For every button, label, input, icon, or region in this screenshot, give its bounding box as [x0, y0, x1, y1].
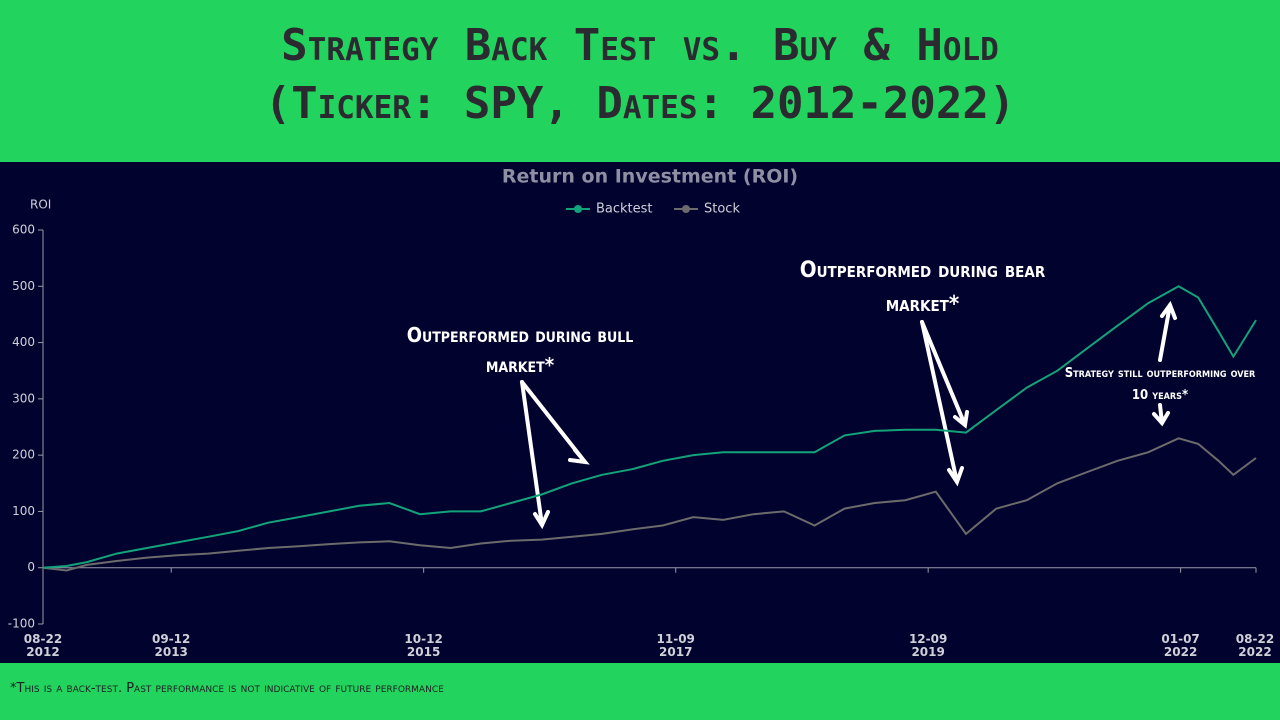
annotation: Strategy still outperforming over 10 yea… [1064, 366, 1256, 403]
chart-title: Return on Investment (ROI) [502, 166, 798, 188]
annotation: Outperformed during bear market* [799, 258, 1046, 317]
x-tick-label: 12-09 2019 [908, 632, 948, 659]
title-line: Strategy Back Test vs. Buy & Hold [281, 20, 999, 71]
annotation: Outperformed during bull market* [406, 323, 634, 377]
header: Strategy Back Test vs. Buy & Hold (Ticke… [0, 0, 1280, 162]
series-line [42, 285, 1257, 569]
legend-label: Backtest [596, 202, 653, 217]
x-tick-label: 01-07 2022 [1161, 632, 1200, 659]
legend-label: Stock [704, 202, 740, 217]
x-tick-label: 10-12 2015 [404, 632, 443, 659]
y-tick-label: 200 [12, 448, 35, 462]
arrows [520, 300, 1177, 530]
x-tick-label: 09-12 2013 [152, 632, 191, 659]
y-tick-label: 400 [12, 335, 35, 349]
x-tick-label: 08-22 2022 [1235, 632, 1275, 659]
y-tick-label: 300 [12, 391, 35, 405]
y-axis-label: ROI [30, 198, 51, 212]
footer-note: *This is a back-test. Past performance i… [0, 663, 1280, 720]
y-tick-label: 600 [12, 223, 35, 237]
legend-marker [682, 205, 690, 213]
title-line: (Ticker: SPY, Dates: 2012-2022) [264, 78, 1016, 129]
x-tick-label: 08-22 2012 [23, 632, 63, 659]
legend-marker [574, 205, 582, 213]
y-tick-label: 500 [12, 279, 35, 293]
y-tick-label: -100 [8, 617, 35, 631]
y-tick-label: 0 [27, 560, 35, 574]
y-tick-label: 100 [12, 504, 35, 518]
x-tick-label: 11-09 2017 [656, 632, 695, 659]
series-line [42, 437, 1257, 572]
